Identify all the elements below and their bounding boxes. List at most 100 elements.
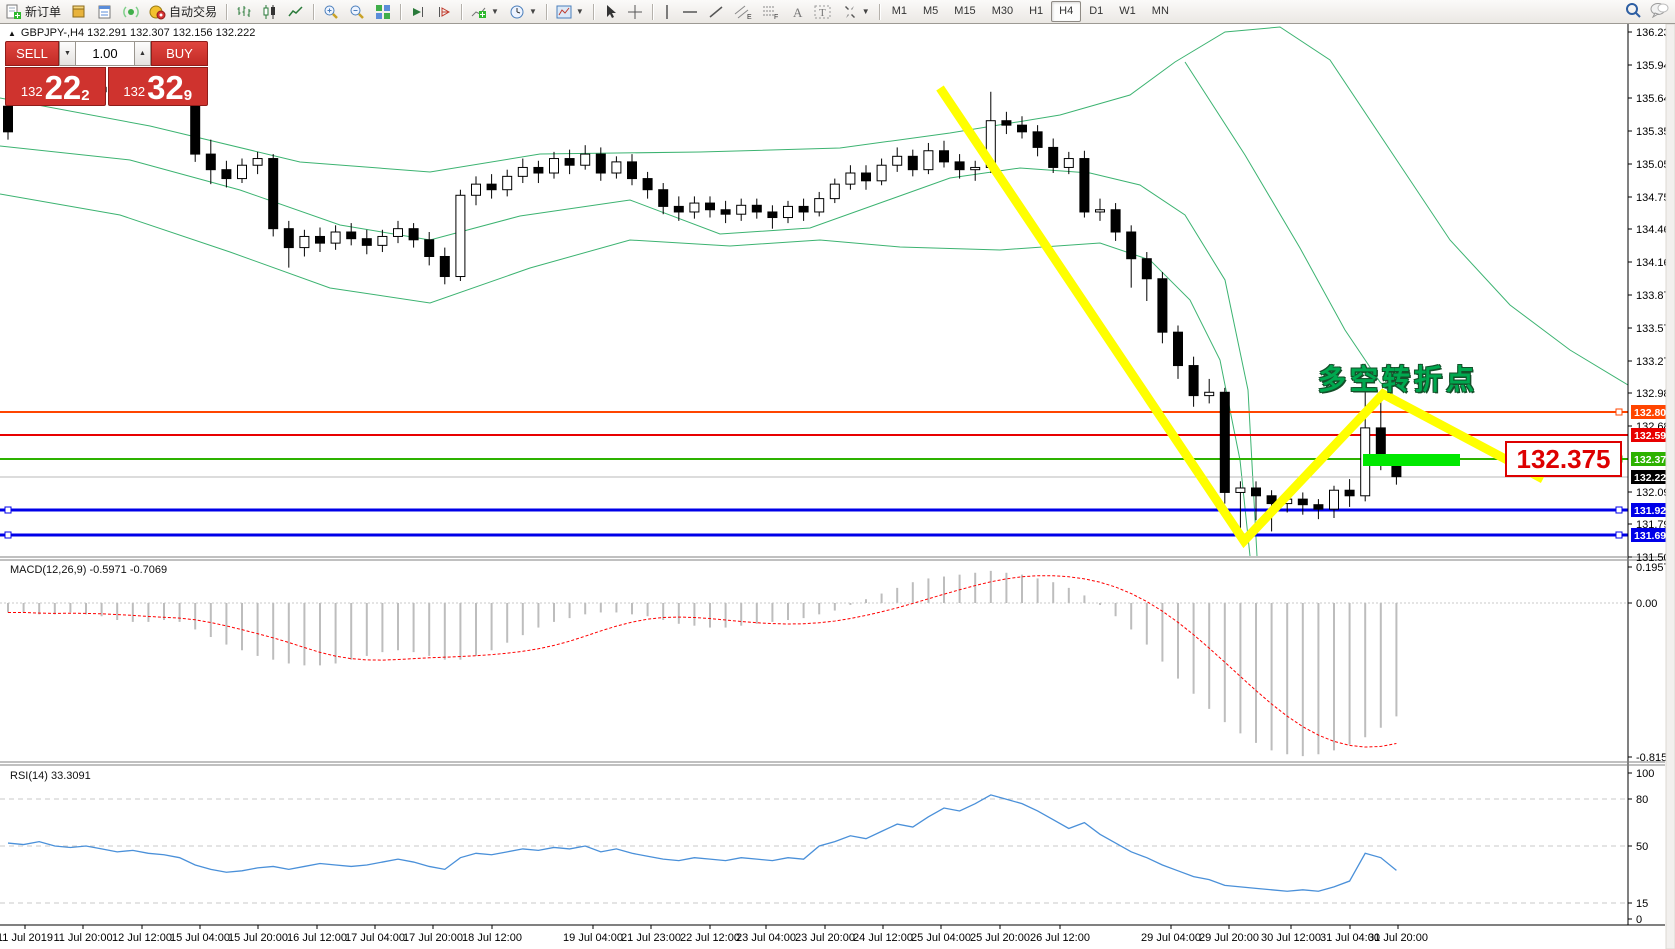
- timeframe-m1-button[interactable]: M1: [891, 5, 907, 17]
- tile-windows-button[interactable]: [370, 1, 396, 23]
- new-order-label: 新订单: [25, 5, 62, 19]
- auto-trading-button[interactable]: 自动交易: [144, 1, 222, 23]
- volume-input[interactable]: 1.00: [76, 41, 134, 66]
- zoom-out-button[interactable]: [344, 1, 370, 23]
- candle-body: [720, 209, 731, 215]
- candle-body: [923, 150, 934, 171]
- timeframe-h4-button[interactable]: H4: [1051, 1, 1082, 22]
- turning-point-annotation[interactable]: 多空转折点: [1318, 364, 1479, 395]
- timeframe-h1-button[interactable]: H1: [1029, 5, 1044, 17]
- candle-chart-mode-button[interactable]: [257, 1, 283, 23]
- line-handle[interactable]: [1615, 506, 1623, 514]
- indicators-dropdown-icon[interactable]: ▼: [491, 7, 499, 16]
- cursor-button[interactable]: [598, 1, 622, 23]
- trendline-button[interactable]: [703, 1, 729, 23]
- yellow-zigzag-annotation[interactable]: [936, 85, 1546, 549]
- line-handle[interactable]: [4, 531, 12, 539]
- line-chart-mode-button[interactable]: [283, 1, 309, 23]
- band-middle: [0, 145, 1258, 557]
- templates-button[interactable]: ▼: [551, 1, 589, 23]
- zoom-in-button[interactable]: [318, 1, 344, 23]
- timeframe-w1-button[interactable]: W1: [1119, 5, 1136, 17]
- svg-text:A: A: [793, 5, 803, 20]
- horizontal-line-button[interactable]: [677, 1, 703, 23]
- equidistant-channel-button[interactable]: E: [729, 1, 757, 23]
- search-button[interactable]: [1625, 2, 1642, 22]
- line-handle[interactable]: [1615, 408, 1623, 416]
- time-tick-label: 24 Jul 12:00: [853, 932, 913, 944]
- periods-dropdown-icon[interactable]: ▼: [528, 7, 537, 16]
- price-tick-label: 134.460: [1636, 224, 1675, 236]
- candle-body: [861, 172, 871, 182]
- templates-dropdown-icon[interactable]: ▼: [575, 7, 584, 16]
- auto-trading-label: 自动交易: [169, 5, 218, 19]
- periods-icon: [509, 4, 525, 20]
- candle-body: [221, 169, 232, 180]
- sell-price-button[interactable]: 132 22 2: [5, 67, 106, 106]
- arrows-dropdown-icon[interactable]: ▼: [861, 7, 870, 16]
- chart-shift-button[interactable]: [431, 1, 457, 23]
- vertical-line-button[interactable]: [657, 1, 677, 23]
- timeframe-m30-button[interactable]: M30: [991, 5, 1014, 17]
- time-tick-label: 31 Jul 04:00: [1320, 932, 1380, 944]
- svg-text:T: T: [819, 7, 826, 19]
- main-chart-pane[interactable]: [0, 26, 1629, 557]
- new-order-button[interactable]: 新订单: [0, 1, 66, 23]
- candle-body: [1063, 158, 1074, 168]
- candle-body: [205, 153, 216, 171]
- line-handle[interactable]: [1615, 531, 1623, 539]
- navigator-button[interactable]: [118, 1, 144, 23]
- candle-body: [939, 150, 949, 163]
- rsi-pane[interactable]: [0, 794, 1628, 904]
- volume-increase-button[interactable]: ▲: [134, 41, 151, 66]
- auto-scroll-button[interactable]: [405, 1, 431, 23]
- candle-body: [845, 172, 856, 185]
- timeframe-m5-button[interactable]: M5: [923, 5, 939, 17]
- time-tick-label: 23 Jul 04:00: [736, 932, 796, 944]
- market-watch-button[interactable]: [66, 1, 92, 23]
- buy-button[interactable]: BUY: [151, 41, 208, 66]
- crosshair-icon: [627, 4, 643, 20]
- right-scrollbar[interactable]: [1665, 23, 1675, 949]
- rsi-tick-label: 50: [1636, 841, 1648, 853]
- periods-button[interactable]: ▼: [504, 1, 542, 23]
- macd-histogram: [7, 570, 1398, 757]
- macd-pane[interactable]: [0, 570, 1628, 757]
- crosshair-button[interactable]: [622, 1, 648, 23]
- chat-icon: [1650, 3, 1669, 21]
- rsi-tick-label: 100: [1636, 768, 1654, 780]
- symbol-header[interactable]: ▲ GBPJPY-,H4 132.291 132.307 132.156 132…: [8, 27, 255, 39]
- candle-chart-mode-icon: [262, 4, 278, 20]
- candle-body: [315, 235, 325, 244]
- timeframe-m15-button[interactable]: M15: [954, 5, 976, 17]
- price-callout-label[interactable]: 132.375: [1505, 441, 1622, 477]
- candle-body: [455, 194, 466, 278]
- text-label-button[interactable]: T: [809, 1, 837, 23]
- indicators-button[interactable]: ▼: [466, 1, 504, 23]
- candle-body: [658, 189, 669, 207]
- data-window-button[interactable]: [92, 1, 118, 23]
- price-axis[interactable]: 136.235 135.940 135.645 135.350 135.050 134.7…: [1628, 27, 1675, 926]
- candle-body: [1173, 331, 1183, 367]
- bar-chart-mode-button[interactable]: [231, 1, 257, 23]
- price-badge-label: 132.375: [1634, 454, 1672, 466]
- volume-decrease-button[interactable]: ▼: [59, 41, 76, 66]
- line-handle[interactable]: [4, 506, 12, 514]
- timeframe-d1-button[interactable]: D1: [1089, 5, 1104, 17]
- sell-button[interactable]: SELL: [5, 41, 59, 66]
- green-bar-annotation[interactable]: [1363, 454, 1460, 466]
- collapse-arrow-icon[interactable]: ▲: [8, 28, 16, 38]
- timeframe-mn-button[interactable]: MN: [1151, 5, 1169, 17]
- text-button[interactable]: A: [785, 1, 809, 23]
- candle-body: [689, 202, 700, 213]
- buy-price-button[interactable]: 132 32 9: [107, 67, 208, 106]
- sell-price-pips: 22: [44, 69, 82, 106]
- arrows-button[interactable]: ▼: [837, 1, 875, 23]
- candle-body: [1048, 146, 1059, 168]
- fibonacci-button[interactable]: F: [757, 1, 785, 23]
- time-tick-label: 15 Jul 20:00: [228, 932, 288, 944]
- navigator-icon: [123, 4, 139, 20]
- chat-button[interactable]: [1650, 2, 1669, 21]
